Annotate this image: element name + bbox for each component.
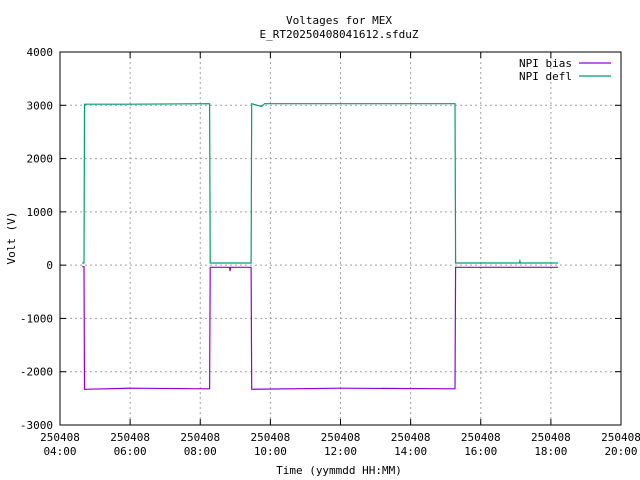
y-axis: -3000 -2000 -1000 0 1000 2000 3000 4000 xyxy=(20,46,621,432)
series-lines xyxy=(82,102,558,390)
x-tick-time-label: 10:00 xyxy=(254,445,287,458)
y-tick-label: 1000 xyxy=(27,206,54,219)
y-tick-label: -3000 xyxy=(20,419,53,432)
x-axis-label: Time (yymmdd HH:MM) xyxy=(276,464,402,477)
x-tick-date-label: 250408 xyxy=(40,431,80,444)
x-tick-date-label: 250408 xyxy=(601,431,640,444)
x-tick-time-label: 20:00 xyxy=(604,445,637,458)
legend-label-npi-defl: NPI defl xyxy=(519,70,572,83)
x-tick-date-label: 250408 xyxy=(251,431,291,444)
chart-title: Voltages for MEX xyxy=(286,14,392,27)
x-tick-time-label: 04:00 xyxy=(43,445,76,458)
grid-lines xyxy=(60,52,621,425)
x-tick-date-label: 250408 xyxy=(110,431,150,444)
x-tick-time-label: 06:00 xyxy=(114,445,147,458)
x-tick-time-label: 14:00 xyxy=(394,445,427,458)
series-line-npi-bias xyxy=(82,266,558,390)
y-tick-label: 2000 xyxy=(27,153,54,166)
x-tick-date-label: 250408 xyxy=(391,431,431,444)
x-tick-date-label: 250408 xyxy=(461,431,501,444)
x-tick-time-label: 12:00 xyxy=(324,445,357,458)
x-axis: 25040804:0025040806:0025040808:002504081… xyxy=(40,52,640,458)
x-tick-time-label: 18:00 xyxy=(534,445,567,458)
y-tick-label: 4000 xyxy=(27,46,54,59)
y-tick-label: -2000 xyxy=(20,366,53,379)
chart-subtitle: E_RT20250408041612.sfduZ xyxy=(260,28,419,41)
x-tick-date-label: 250408 xyxy=(321,431,361,444)
x-tick-time-label: 08:00 xyxy=(184,445,217,458)
y-axis-label: Volt (V) xyxy=(5,212,18,265)
x-tick-time-label: 16:00 xyxy=(464,445,497,458)
series-line-npi-defl xyxy=(82,102,558,264)
legend-label-npi-bias: NPI bias xyxy=(519,57,572,70)
y-tick-label: 0 xyxy=(46,259,53,272)
y-tick-label: -1000 xyxy=(20,312,53,325)
y-tick-label: 3000 xyxy=(27,99,54,112)
x-tick-date-label: 250408 xyxy=(531,431,571,444)
x-tick-date-label: 250408 xyxy=(180,431,220,444)
